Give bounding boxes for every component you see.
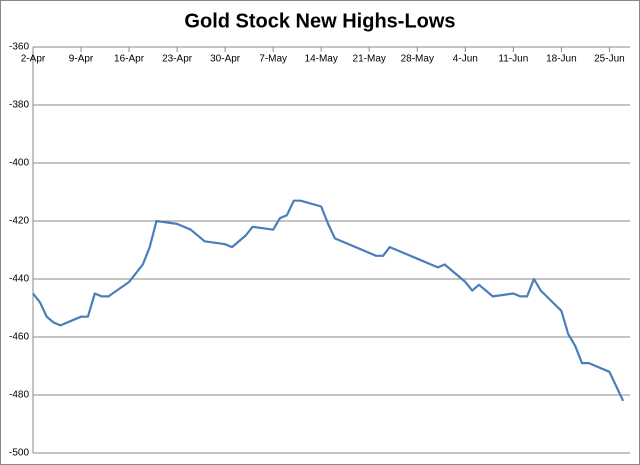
y-tick-label: -480 — [9, 390, 29, 401]
x-tick-label: 18-Jun — [546, 54, 577, 65]
y-tick-label: -360 — [9, 42, 29, 53]
y-tick-label: -500 — [9, 448, 29, 459]
x-tick-label: 7-May — [259, 54, 287, 65]
x-tick-label: 30-Apr — [210, 54, 241, 65]
x-tick-label: 14-May — [305, 54, 338, 65]
x-tick-label: 21-May — [353, 54, 386, 65]
y-tick-label: -420 — [9, 216, 29, 227]
x-tick-label: 11-Jun — [498, 54, 528, 65]
y-tick-label: -400 — [9, 158, 29, 169]
chart-title: Gold Stock New Highs-Lows — [184, 10, 455, 32]
y-tick-label: -440 — [9, 274, 29, 285]
x-tick-label: 4-Jun — [453, 54, 478, 65]
x-tick-label: 2-Apr — [21, 54, 46, 65]
x-tick-label: 28-May — [401, 54, 434, 65]
data-line — [32, 199, 625, 402]
x-tick-label: 23-Apr — [162, 54, 193, 65]
x-tick-label: 16-Apr — [114, 54, 145, 65]
y-tick-label: -460 — [9, 332, 29, 343]
y-tick-label: -380 — [9, 100, 29, 111]
x-tick-label: 25-Jun — [594, 54, 625, 65]
x-tick-label: 9-Apr — [69, 54, 94, 65]
